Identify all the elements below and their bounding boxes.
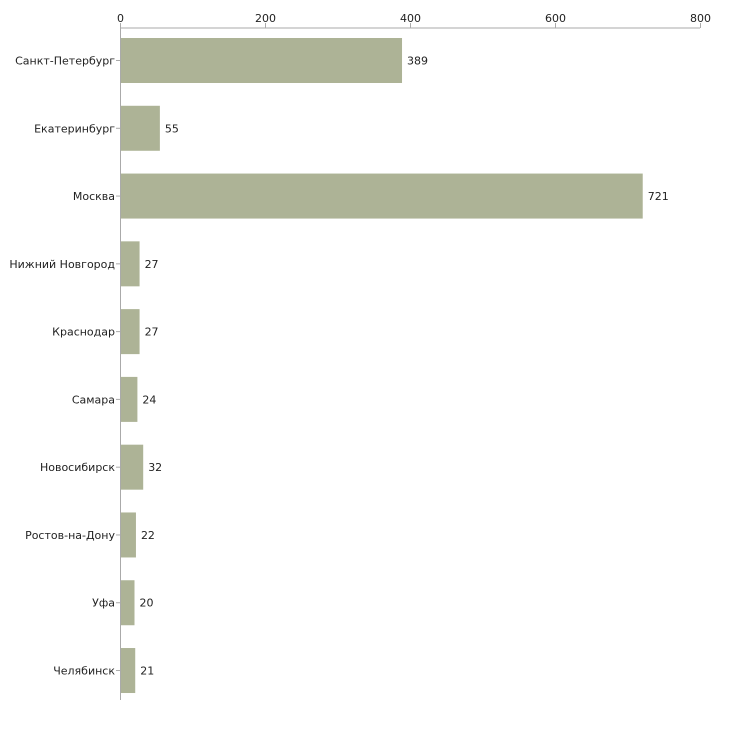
x-tick-label: 200 xyxy=(255,12,276,25)
value-label: 20 xyxy=(140,597,154,610)
value-label: 27 xyxy=(145,258,159,271)
category-label: Екатеринбург xyxy=(34,122,115,135)
value-label: 21 xyxy=(140,665,154,678)
bar xyxy=(120,376,138,422)
x-tick-label: 400 xyxy=(400,12,421,25)
value-label: 32 xyxy=(148,461,162,474)
category-label: Нижний Новгород xyxy=(9,258,115,271)
bar xyxy=(120,309,140,355)
bar xyxy=(120,241,140,287)
x-axis-ticks: 0 200 400 600 800 xyxy=(117,12,711,28)
category-label: Челябинск xyxy=(53,665,115,678)
bar xyxy=(120,512,136,558)
bar xyxy=(120,444,144,490)
value-label: 24 xyxy=(142,393,156,406)
category-label: Санкт-Петербург xyxy=(15,55,115,68)
value-label: 27 xyxy=(145,326,159,339)
bars: Санкт-Петербург 389 Екатеринбург 55 Москва 72… xyxy=(9,38,669,694)
bar xyxy=(120,173,643,219)
bar xyxy=(120,580,135,626)
x-tick-label: 600 xyxy=(545,12,566,25)
category-label: Москва xyxy=(73,190,115,203)
bar xyxy=(120,648,136,694)
value-label: 721 xyxy=(648,190,669,203)
category-label: Новосибирск xyxy=(40,461,115,474)
category-label: Уфа xyxy=(92,597,115,610)
category-label: Ростов-на-Дону xyxy=(25,529,115,542)
category-label: Самара xyxy=(72,393,115,406)
value-label: 389 xyxy=(407,55,428,68)
value-label: 55 xyxy=(165,122,179,135)
x-tick-label: 0 xyxy=(117,12,124,25)
bar xyxy=(120,38,403,83)
category-label: Краснодар xyxy=(52,326,115,339)
axes xyxy=(116,27,700,700)
x-tick-label: 800 xyxy=(690,12,711,25)
bar xyxy=(120,105,160,151)
value-label: 22 xyxy=(141,529,155,542)
